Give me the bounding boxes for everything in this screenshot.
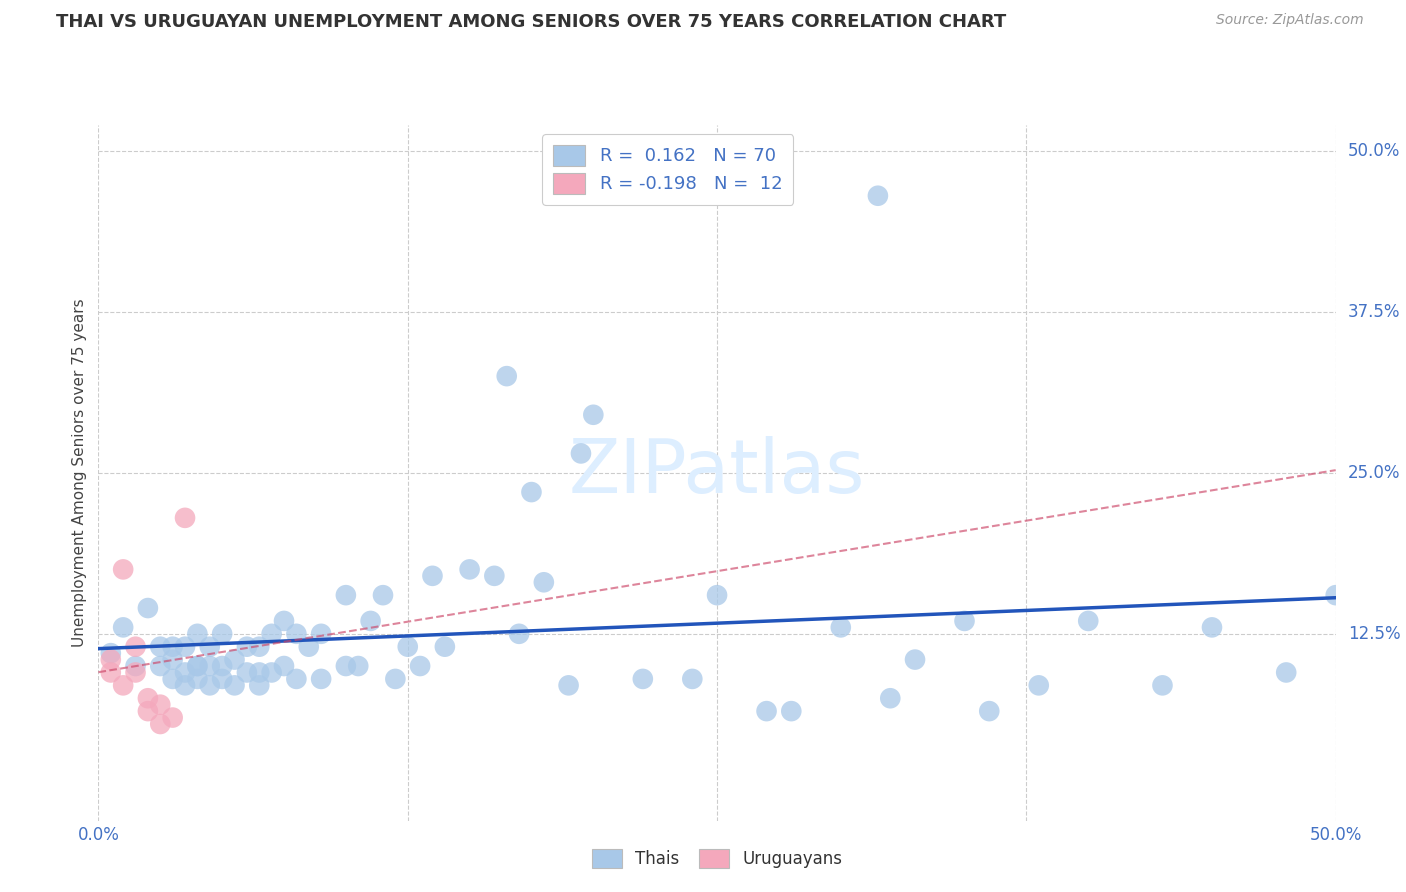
Text: 50.0%: 50.0% [1348, 142, 1400, 160]
Point [124, 665, 146, 680]
Point [484, 569, 506, 583]
Point [1201, 620, 1223, 634]
Point [260, 665, 283, 680]
Point [298, 640, 321, 654]
Point [533, 575, 555, 590]
Point [186, 659, 208, 673]
Text: 25.0%: 25.0% [1348, 464, 1400, 482]
Point [508, 627, 530, 641]
Point [112, 678, 135, 692]
Point [285, 627, 308, 641]
Point [186, 659, 208, 673]
Point [136, 691, 159, 706]
Point [100, 652, 122, 666]
Legend: Thais, Uruguayans: Thais, Uruguayans [585, 842, 849, 875]
Point [1275, 665, 1298, 680]
Text: 37.5%: 37.5% [1348, 302, 1400, 321]
Point [335, 588, 357, 602]
Text: THAI VS URUGUAYAN UNEMPLOYMENT AMONG SENIORS OVER 75 YEARS CORRELATION CHART: THAI VS URUGUAYAN UNEMPLOYMENT AMONG SEN… [56, 13, 1007, 31]
Point [979, 704, 1001, 718]
Point [1324, 588, 1347, 602]
Point [706, 588, 728, 602]
Point [112, 562, 135, 576]
Point [360, 614, 382, 628]
Text: ZIPatlas: ZIPatlas [569, 436, 865, 509]
Point [904, 652, 927, 666]
Point [211, 659, 233, 673]
Point [174, 640, 197, 654]
Y-axis label: Unemployment Among Seniors over 75 years: Unemployment Among Seniors over 75 years [72, 299, 87, 647]
Point [198, 659, 221, 673]
Point [569, 446, 592, 460]
Point [224, 678, 246, 692]
Point [866, 188, 889, 202]
Point [198, 640, 221, 654]
Point [371, 588, 394, 602]
Point [422, 569, 444, 583]
Point [149, 717, 172, 731]
Point [162, 710, 184, 724]
Point [162, 652, 184, 666]
Point [149, 698, 172, 712]
Point [520, 485, 543, 500]
Point [755, 704, 778, 718]
Point [557, 678, 579, 692]
Point [433, 640, 456, 654]
Point [186, 627, 208, 641]
Point [224, 652, 246, 666]
Point [100, 646, 122, 660]
Point [236, 665, 259, 680]
Point [273, 659, 295, 673]
Point [409, 659, 432, 673]
Point [1077, 614, 1099, 628]
Point [211, 627, 233, 641]
Point [247, 678, 270, 692]
Point [260, 627, 283, 641]
Legend: R =  0.162   N = 70, R = -0.198   N =  12: R = 0.162 N = 70, R = -0.198 N = 12 [541, 134, 793, 204]
Point [458, 562, 481, 576]
Point [149, 659, 172, 673]
Point [780, 704, 803, 718]
Point [1028, 678, 1050, 692]
Point [335, 659, 357, 673]
Point [396, 640, 419, 654]
Point [309, 627, 332, 641]
Point [100, 665, 122, 680]
Point [211, 672, 233, 686]
Point [236, 640, 259, 654]
Point [136, 601, 159, 615]
Point [631, 672, 654, 686]
Point [124, 640, 146, 654]
Point [582, 408, 605, 422]
Point [174, 665, 197, 680]
Point [136, 704, 159, 718]
Point [285, 672, 308, 686]
Point [186, 672, 208, 686]
Point [247, 640, 270, 654]
Text: 12.5%: 12.5% [1348, 624, 1400, 643]
Point [174, 678, 197, 692]
Text: Source: ZipAtlas.com: Source: ZipAtlas.com [1216, 13, 1364, 28]
Point [247, 665, 270, 680]
Point [198, 678, 221, 692]
Point [149, 640, 172, 654]
Point [384, 672, 406, 686]
Point [124, 659, 146, 673]
Point [879, 691, 901, 706]
Point [681, 672, 703, 686]
Point [112, 620, 135, 634]
Point [309, 672, 332, 686]
Point [162, 672, 184, 686]
Point [273, 614, 295, 628]
Point [1152, 678, 1174, 692]
Point [162, 640, 184, 654]
Point [174, 511, 197, 525]
Point [830, 620, 852, 634]
Point [347, 659, 370, 673]
Point [495, 369, 517, 384]
Point [953, 614, 976, 628]
